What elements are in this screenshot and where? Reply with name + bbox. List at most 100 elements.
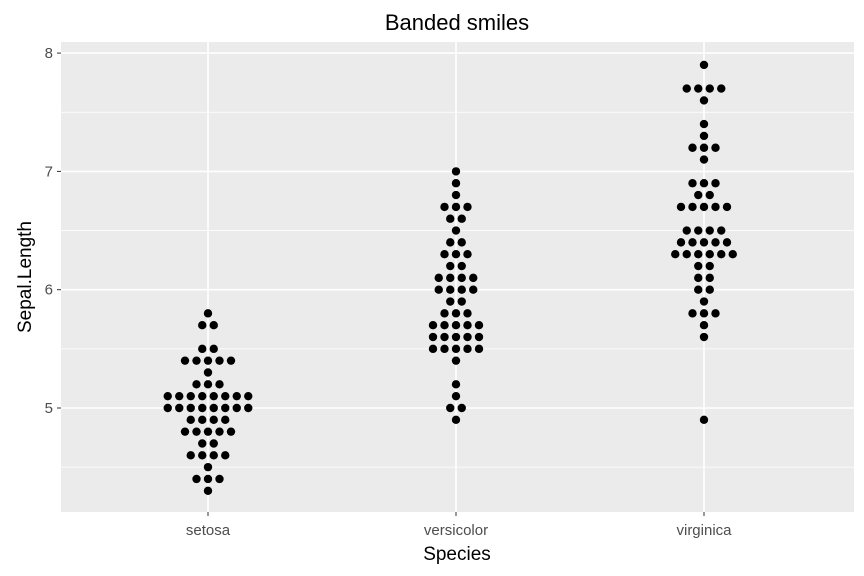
data-point-setosa xyxy=(198,415,207,425)
data-point-setosa xyxy=(198,391,207,401)
data-point-versicolor xyxy=(457,261,466,271)
data-point-versicolor xyxy=(463,332,472,342)
data-point-virginica xyxy=(682,226,691,235)
data-point-virginica xyxy=(717,84,726,93)
data-point-virginica xyxy=(699,332,709,342)
data-point-versicolor xyxy=(428,320,438,330)
data-point-setosa xyxy=(203,356,213,365)
data-point-versicolor xyxy=(451,332,461,342)
data-point-virginica xyxy=(676,238,686,247)
data-point-setosa xyxy=(203,368,213,377)
data-point-virginica xyxy=(682,84,691,93)
data-point-versicolor xyxy=(446,403,455,413)
data-point-virginica xyxy=(694,226,703,235)
data-point-setosa xyxy=(203,474,213,484)
data-point-versicolor xyxy=(434,273,443,283)
data-point-setosa xyxy=(209,403,218,413)
data-point-versicolor xyxy=(451,250,461,259)
data-point-virginica xyxy=(711,238,720,247)
data-point-setosa xyxy=(203,486,213,496)
data-point-virginica xyxy=(699,60,709,70)
data-point-virginica xyxy=(699,309,709,318)
y-tick-label: 6 xyxy=(45,282,53,299)
data-point-virginica xyxy=(722,202,732,212)
data-point-versicolor xyxy=(451,167,461,176)
data-point-setosa xyxy=(180,427,190,436)
data-point-versicolor xyxy=(474,320,484,330)
data-point-versicolor xyxy=(451,226,461,235)
data-point-setosa xyxy=(192,427,201,436)
data-point-setosa xyxy=(175,403,184,413)
x-tick-label: setosa xyxy=(186,522,231,539)
data-point-virginica xyxy=(699,320,709,330)
data-point-versicolor xyxy=(457,273,466,283)
data-point-setosa xyxy=(186,403,195,413)
data-point-virginica xyxy=(705,273,714,283)
data-point-versicolor xyxy=(434,285,443,294)
data-point-virginica xyxy=(694,84,703,93)
data-point-setosa xyxy=(209,391,218,401)
data-point-versicolor xyxy=(446,261,455,271)
data-point-virginica xyxy=(688,309,697,318)
data-point-versicolor xyxy=(446,273,455,283)
data-point-versicolor xyxy=(446,285,455,294)
data-point-versicolor xyxy=(463,309,472,318)
x-tick-label: versicolor xyxy=(424,522,488,539)
data-point-virginica xyxy=(699,202,709,212)
x-tick-label: virginica xyxy=(676,522,732,539)
data-point-setosa xyxy=(226,427,236,436)
data-point-setosa xyxy=(198,320,207,330)
data-point-versicolor xyxy=(474,344,484,354)
data-point-setosa xyxy=(215,427,224,436)
data-point-virginica xyxy=(699,155,709,164)
data-point-versicolor xyxy=(474,332,484,342)
data-point-virginica xyxy=(688,202,697,212)
data-point-virginica xyxy=(711,143,720,152)
data-point-versicolor xyxy=(463,320,472,330)
data-point-setosa xyxy=(163,403,172,413)
data-point-setosa xyxy=(203,380,213,389)
data-point-virginica xyxy=(694,273,703,283)
data-point-setosa xyxy=(186,415,195,425)
data-point-versicolor xyxy=(446,214,455,223)
data-point-versicolor xyxy=(451,320,461,330)
data-point-virginica xyxy=(671,250,680,259)
data-point-versicolor xyxy=(451,190,461,200)
data-point-setosa xyxy=(209,439,218,448)
data-point-setosa xyxy=(198,403,207,413)
data-point-setosa xyxy=(192,380,201,389)
y-axis-title: Sepal.Length xyxy=(15,221,36,333)
data-point-versicolor xyxy=(457,285,466,294)
grid-lines xyxy=(61,42,854,512)
data-point-versicolor xyxy=(440,202,449,212)
data-point-virginica xyxy=(705,250,714,259)
data-point-virginica xyxy=(694,190,703,200)
data-point-virginica xyxy=(705,285,714,294)
data-point-setosa xyxy=(180,356,190,365)
data-point-versicolor xyxy=(440,344,449,354)
data-point-virginica xyxy=(688,238,697,247)
y-tick-label: 7 xyxy=(45,163,53,180)
data-point-virginica xyxy=(694,285,703,294)
data-point-setosa xyxy=(226,356,236,365)
data-point-setosa xyxy=(192,474,201,484)
data-point-virginica xyxy=(699,238,709,247)
data-point-versicolor xyxy=(451,309,461,318)
data-point-virginica xyxy=(705,84,714,93)
data-point-setosa xyxy=(186,391,195,401)
data-point-setosa xyxy=(198,451,207,460)
data-point-setosa xyxy=(186,451,195,460)
data-point-setosa xyxy=(203,462,213,472)
data-point-versicolor xyxy=(446,297,455,306)
data-point-versicolor xyxy=(451,380,461,389)
data-point-virginica xyxy=(688,143,697,152)
data-point-virginica xyxy=(717,250,726,259)
data-point-virginica xyxy=(711,309,720,318)
y-tick-label: 5 xyxy=(45,400,53,417)
data-point-setosa xyxy=(232,391,241,401)
data-point-virginica xyxy=(699,297,709,306)
data-point-versicolor xyxy=(440,320,449,330)
data-point-setosa xyxy=(215,474,224,484)
data-point-versicolor xyxy=(451,179,461,188)
